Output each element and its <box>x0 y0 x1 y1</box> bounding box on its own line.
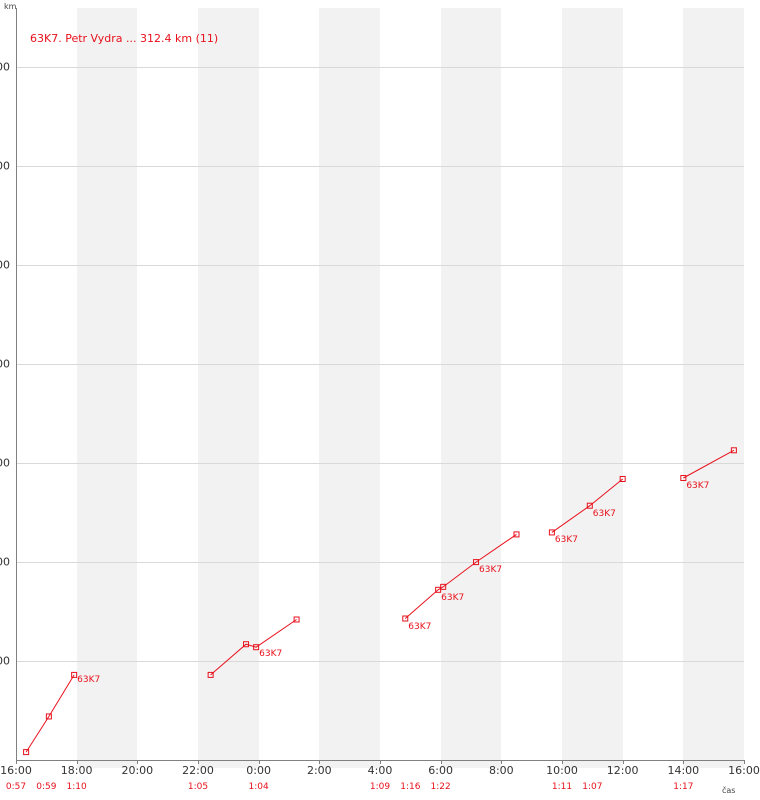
duration-annotation: 1:09 <box>369 782 391 792</box>
data-point-label: 63K7 <box>259 649 283 660</box>
y-gridline <box>16 562 744 564</box>
duration-annotation: 1:07 <box>582 782 603 792</box>
series-line <box>551 478 623 533</box>
data-point-label: 63K7 <box>77 674 101 685</box>
x-axis-tick <box>744 760 745 764</box>
y-gridline <box>16 166 744 168</box>
x-axis-tick-label: 4:00 <box>367 764 393 777</box>
data-point-marker <box>586 502 593 509</box>
x-axis-tick-label: 16:00 <box>728 764 760 777</box>
y-axis-line <box>16 8 17 761</box>
x-axis-tick <box>319 760 321 764</box>
y-gridline <box>16 463 744 465</box>
duration-annotation: 1:16 <box>400 782 421 792</box>
x-axis-tick <box>683 760 685 764</box>
x-axis-tick-label: 18:00 <box>60 764 93 777</box>
data-point-marker <box>730 447 737 454</box>
data-point-label: 63K7 <box>554 535 578 546</box>
data-point-marker <box>680 475 687 481</box>
plot-band <box>440 8 502 768</box>
data-point-marker <box>243 641 250 648</box>
data-point-marker <box>402 615 409 622</box>
data-point-marker <box>253 644 260 651</box>
y-gridline <box>16 265 744 267</box>
x-axis-tick-label: 20:00 <box>121 764 154 777</box>
data-point-label: 63K7 <box>441 592 465 603</box>
data-point-label: 63K7 <box>408 622 432 633</box>
duration-annotation: 1:05 <box>187 782 209 792</box>
data-point-marker <box>473 559 480 566</box>
data-point-marker <box>293 616 300 623</box>
y-gridline <box>16 67 744 69</box>
y-axis-tick-label: 100 <box>0 654 10 668</box>
x-axis-tick <box>562 760 563 764</box>
x-axis-tick <box>440 760 442 764</box>
data-point-marker <box>619 475 626 482</box>
plot-band <box>76 8 138 768</box>
duration-annotation: 0:57 <box>5 782 27 792</box>
data-point-label: 63K7 <box>479 565 503 575</box>
y-axis-tick-label: 500 <box>0 258 10 272</box>
x-axis-tick-label: 8:00 <box>488 764 514 777</box>
plot-area <box>16 8 745 768</box>
x-axis-tick-label: 14:00 <box>667 764 700 777</box>
x-axis-tick <box>380 760 381 764</box>
duration-annotation: 1:04 <box>248 782 269 792</box>
series-line <box>404 533 517 619</box>
x-axis-tick-label: 0:00 <box>246 764 272 777</box>
y-gridline <box>16 661 744 663</box>
data-point-marker <box>513 531 520 538</box>
duration-annotation: 1:17 <box>673 782 694 792</box>
duration-annotation: 1:10 <box>66 782 87 792</box>
y-axis-tick-label: 700 <box>0 60 10 74</box>
series-title: 63K7. Petr Vydra ... 312.4 km (11) <box>30 32 219 45</box>
x-axis-tick <box>622 760 624 764</box>
data-point-marker <box>440 583 447 590</box>
data-point-marker <box>71 671 78 678</box>
x-axis-tick <box>76 760 78 764</box>
x-axis-tick <box>258 760 260 764</box>
x-axis-tick-label: 2:00 <box>306 764 332 777</box>
y-axis-tick-label: 200 <box>0 555 10 569</box>
data-point-marker <box>548 529 555 536</box>
series-line <box>25 674 75 753</box>
chart-svg-layer <box>23 447 737 756</box>
data-point-label: 63K7 <box>592 508 616 519</box>
x-axis-unit: čas <box>722 786 736 795</box>
x-axis-tick <box>137 760 139 764</box>
x-axis-tick <box>198 760 199 764</box>
x-axis-tick-label: 12:00 <box>606 764 639 777</box>
y-gridline <box>16 364 744 366</box>
data-point-marker <box>23 749 30 756</box>
x-axis-tick <box>501 760 503 764</box>
x-axis-tick-label: 22:00 <box>182 764 214 777</box>
x-axis-tick-label: 16:00 <box>0 764 32 777</box>
duration-annotation: 1:11 <box>551 782 573 792</box>
data-point-marker <box>45 713 52 720</box>
plot-band <box>683 8 744 768</box>
y-axis-tick-label: 400 <box>0 357 10 371</box>
y-axis-tick-label: 300 <box>0 456 10 470</box>
plot-band <box>562 8 623 768</box>
y-axis-tick-label: 600 <box>0 159 10 173</box>
y-axis-unit: km <box>4 2 17 11</box>
duration-annotation: 0:59 <box>36 782 57 792</box>
data-point-marker <box>207 671 214 678</box>
series-line <box>210 619 297 676</box>
duration-annotation: 1:22 <box>430 782 451 792</box>
x-axis-tick <box>16 760 17 764</box>
x-axis-tick-label: 6:00 <box>428 764 454 777</box>
data-point-label: 63K7 <box>686 480 710 491</box>
plot-band <box>319 8 380 768</box>
series-line <box>683 449 735 479</box>
x-axis-tick-label: 10:00 <box>546 764 578 777</box>
